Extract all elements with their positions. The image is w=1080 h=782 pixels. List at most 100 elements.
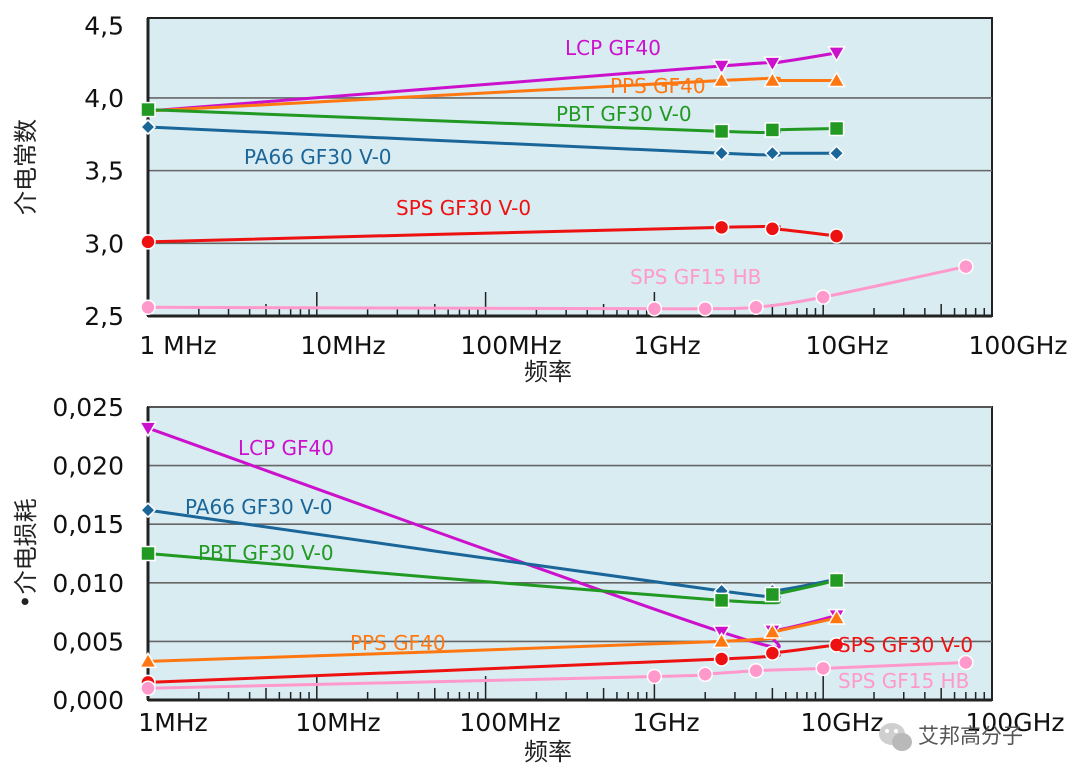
series-point xyxy=(140,545,156,562)
x-tick-label: 1GHz xyxy=(633,331,700,360)
series-point xyxy=(748,662,764,679)
wechat-icon xyxy=(879,723,912,751)
series-point xyxy=(958,258,974,275)
y-tick-label: 2,5 xyxy=(84,302,124,331)
series-point xyxy=(763,56,782,73)
series-label: PPS GF40 xyxy=(350,631,446,655)
x-tick-label: 100GHz xyxy=(965,708,1064,737)
y-tick-label: 0,015 xyxy=(52,510,124,539)
series-point xyxy=(828,572,845,589)
series-point xyxy=(646,300,663,317)
y-tick-label: 0,025 xyxy=(52,393,124,422)
series-label: PA66 GF30 V-0 xyxy=(244,145,392,169)
series-point xyxy=(138,651,158,669)
dielectric-constant-chart: 2,5 3,0 3,5 4,0 4,5 1 MHz 10MHz 100MHz 1GHz 10GHz… xyxy=(12,11,1068,386)
x-tick-label: 100MHz xyxy=(460,331,561,360)
x-tick-label: 1GHz xyxy=(632,708,699,737)
series-point xyxy=(713,145,730,162)
series-point xyxy=(140,299,156,316)
series-point xyxy=(713,123,730,140)
series-sps-gf30-v-0: SPS GF30 V-0 xyxy=(140,633,973,691)
series-sps-gf30-v-0: SPS GF30 V-0 xyxy=(140,196,845,250)
series-sps-gf15-hb: SPS GF15 HB xyxy=(140,258,974,317)
y-axis-label: 介电常数 xyxy=(12,119,40,215)
watermark-text: 艾邦高分子 xyxy=(918,724,1023,748)
y-tick-label: 0,010 xyxy=(52,569,124,598)
series-pbt-gf30-v-0: PBT GF30 V-0 xyxy=(140,101,845,140)
series-point xyxy=(764,221,781,237)
series-point xyxy=(828,120,845,137)
series-point xyxy=(815,660,831,677)
series-label: SPS GF15 HB xyxy=(838,669,969,693)
series-point xyxy=(646,668,663,685)
series-point xyxy=(697,666,713,682)
series-label: LCP GF40 xyxy=(565,36,661,60)
series-label: PBT GF30 V-0 xyxy=(556,102,692,126)
series-point xyxy=(712,70,731,88)
y-tick-label: 3,0 xyxy=(84,229,124,258)
series-point xyxy=(138,421,158,438)
y-tick-label: 3,5 xyxy=(84,157,124,186)
x-tick-label: 100GHz xyxy=(968,331,1067,360)
series-point xyxy=(764,122,781,138)
series-pa66-gf30-v-0: PA66 GF30 V-0 xyxy=(139,118,845,169)
series-point xyxy=(748,299,764,316)
plot-area xyxy=(147,17,993,317)
series-point xyxy=(713,592,730,609)
series-point xyxy=(828,228,845,244)
y-tick-label: 4,0 xyxy=(84,84,124,113)
dielectric-loss-chart: 0,000 0,005 0,010 0,015 0,020 0,025 1MHz 10MHz 1… xyxy=(12,393,1065,766)
x-tick-label: 1MHz xyxy=(138,708,207,737)
series-point xyxy=(827,70,846,88)
series-pbt-gf30-v-0: PBT GF30 V-0 xyxy=(140,541,845,609)
series-point xyxy=(140,680,156,697)
x-axis-label: 频率 xyxy=(524,738,572,766)
series-point xyxy=(764,586,781,603)
series-point xyxy=(763,622,782,639)
series-point xyxy=(764,145,781,162)
x-tick-label: 10MHz xyxy=(300,331,385,360)
x-tick-label: 10GHz xyxy=(800,708,883,737)
series-point xyxy=(815,289,831,305)
y-axis-label: •介电损耗 xyxy=(12,498,40,608)
plot-area xyxy=(147,406,993,701)
x-tick-label: 1 MHz xyxy=(139,331,216,360)
series-point xyxy=(958,654,974,671)
series-pps-gf40: PPS GF40 xyxy=(138,608,846,669)
x-tick-label: 10MHz xyxy=(295,708,380,737)
watermark: 艾邦高分子 xyxy=(879,723,1023,751)
series-label: PPS GF40 xyxy=(610,74,706,98)
y-tick-label: 4,5 xyxy=(84,11,124,40)
series-point xyxy=(140,234,156,250)
series-point xyxy=(697,300,713,317)
series-point xyxy=(712,631,731,649)
series-label: SPS GF15 HB xyxy=(630,265,761,289)
x-tick-label: 100MHz xyxy=(459,708,560,737)
series-point xyxy=(139,118,157,136)
series-point xyxy=(828,637,845,653)
series-point xyxy=(827,608,846,625)
series-point xyxy=(763,70,782,88)
x-axis-label: 频率 xyxy=(524,358,572,386)
series-lcp-gf40: LCP GF40 xyxy=(147,36,846,113)
y-tick-label: 0,005 xyxy=(52,627,124,656)
series-point xyxy=(139,502,157,519)
series-sps-gf15-hb: SPS GF15 HB xyxy=(140,654,974,697)
series-label: SPS GF30 V-0 xyxy=(838,633,973,657)
y-tick-label: 0,000 xyxy=(52,686,124,715)
series-point xyxy=(764,645,781,661)
series-label: PA66 GF30 V-0 xyxy=(185,495,333,519)
series-label: LCP GF40 xyxy=(238,436,334,460)
series-label: SPS GF30 V-0 xyxy=(396,196,531,220)
series-point xyxy=(713,651,730,667)
series-point xyxy=(828,145,845,162)
series-point xyxy=(712,59,731,76)
series-point xyxy=(140,101,156,118)
series-pps-gf40: PPS GF40 xyxy=(147,70,846,113)
y-tick-label: 0,020 xyxy=(52,452,124,481)
series-point xyxy=(827,46,846,63)
series-label: PBT GF30 V-0 xyxy=(198,541,334,565)
x-tick-label: 10GHz xyxy=(805,331,888,360)
series-point xyxy=(713,219,730,236)
